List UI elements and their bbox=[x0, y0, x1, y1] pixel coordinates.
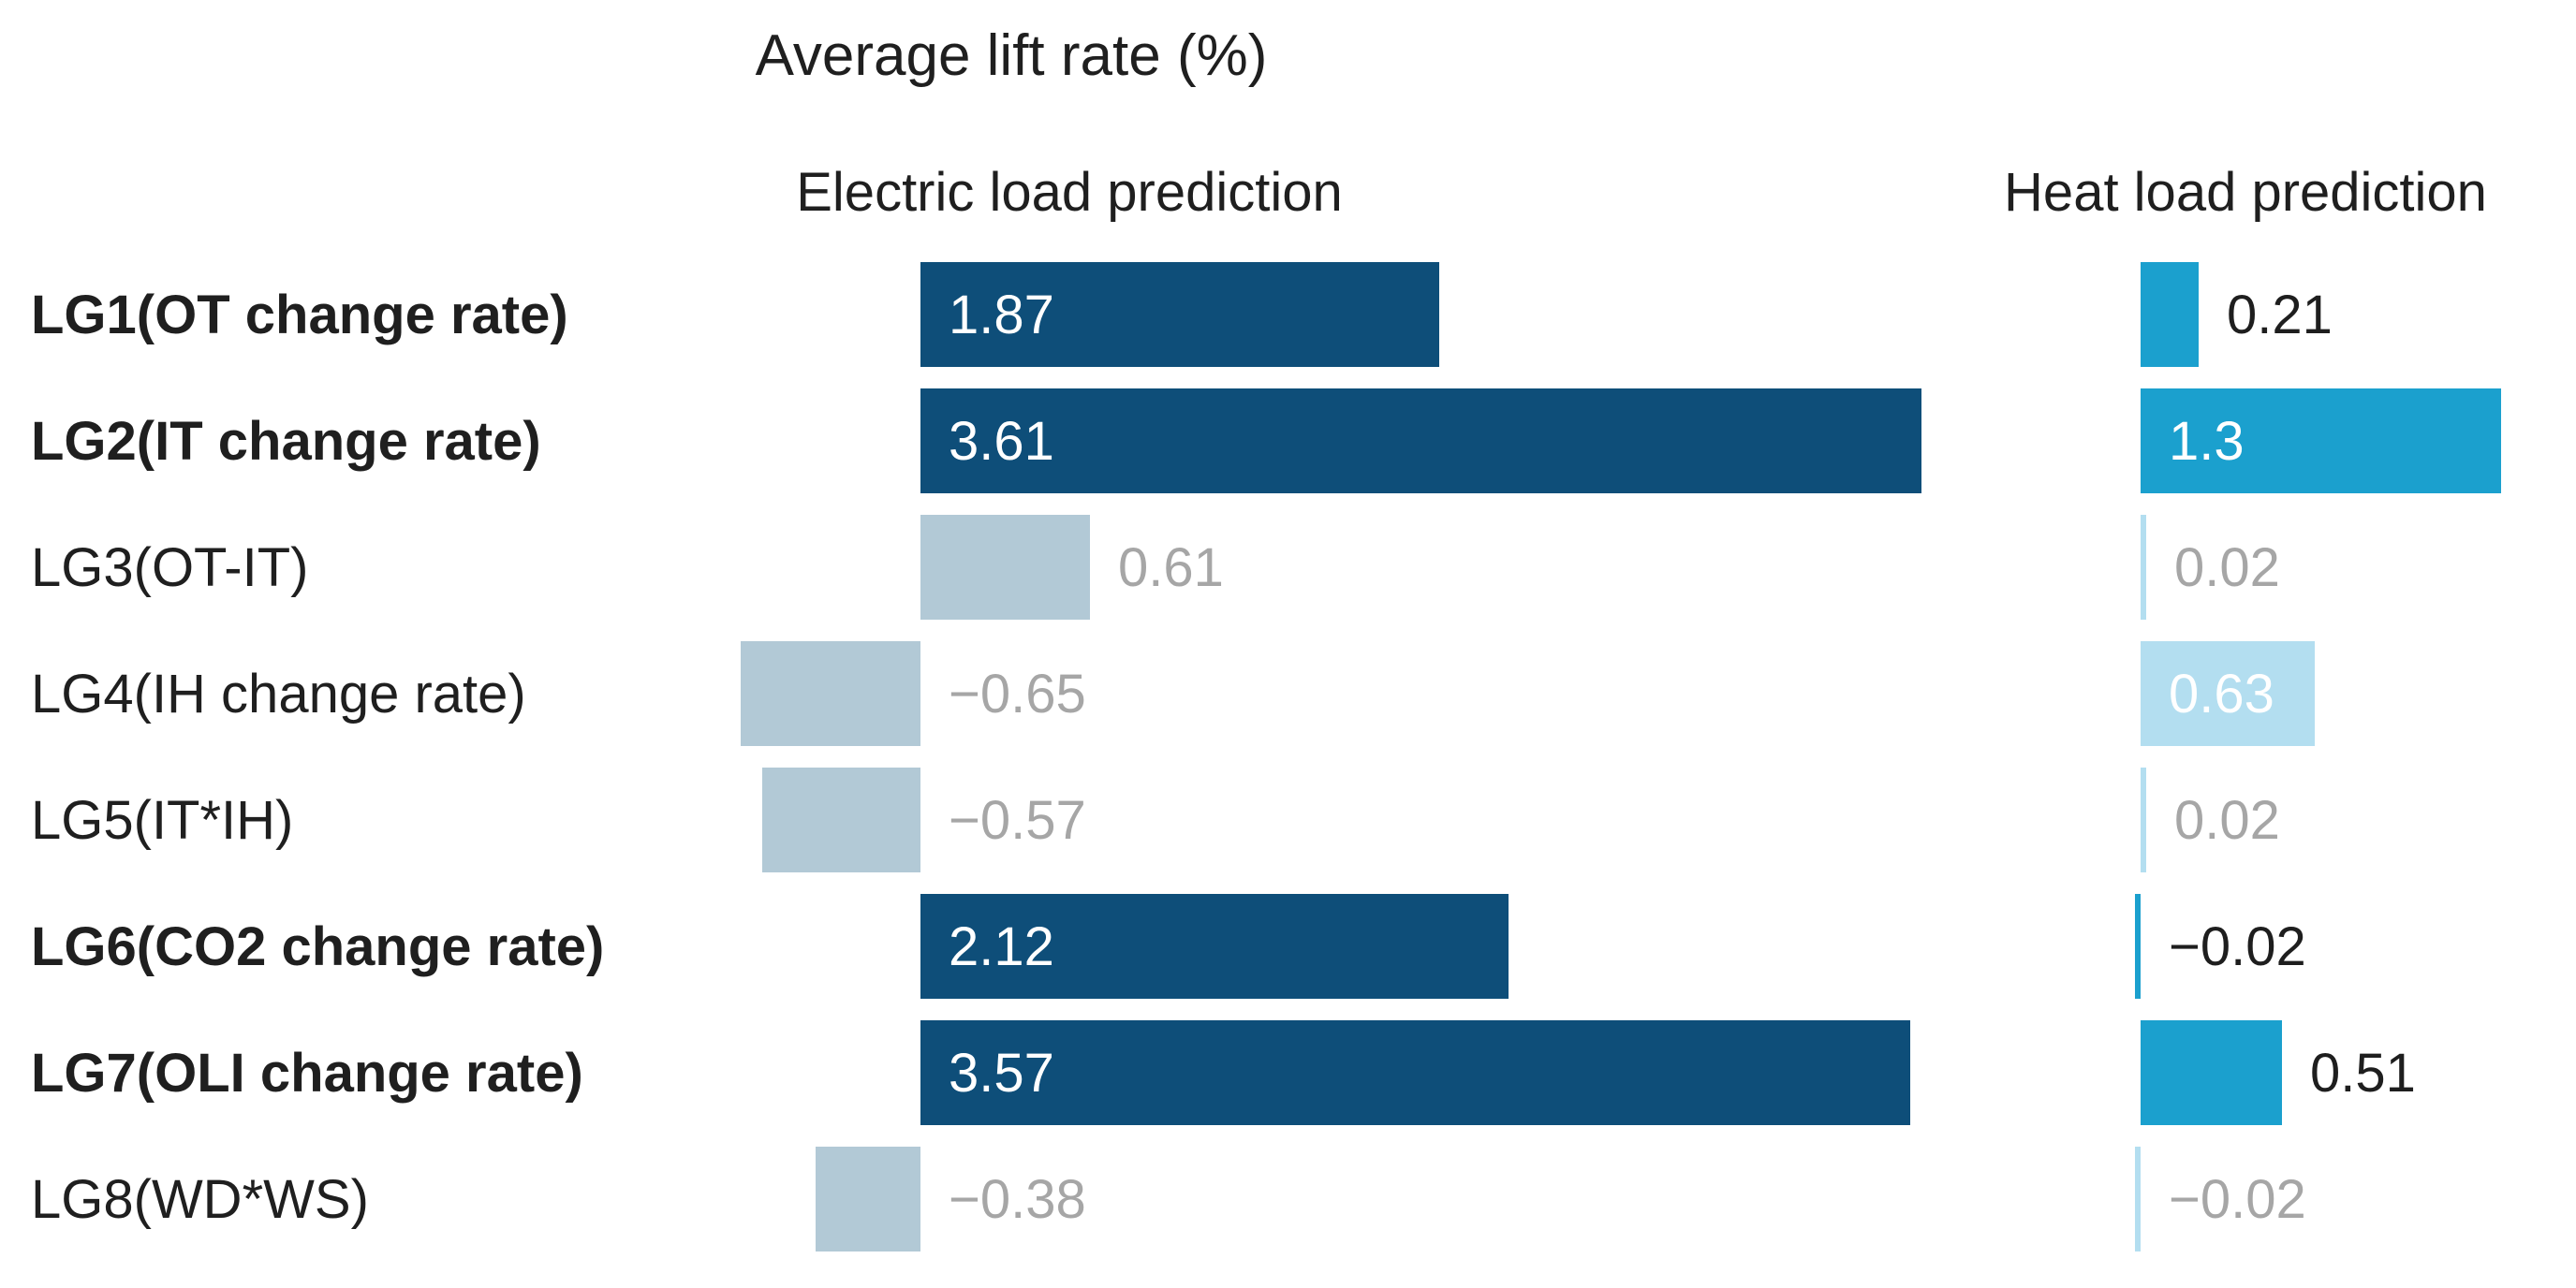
panel-header-heat: Heat load prediction bbox=[2004, 162, 2487, 223]
electric-bar bbox=[920, 1020, 1910, 1125]
heat-value-label: −0.02 bbox=[2169, 915, 2306, 977]
heat-value-label: 0.02 bbox=[2174, 536, 2280, 598]
chart-row: LG3(OT-IT) 0.61 0.02 bbox=[0, 515, 2576, 620]
electric-value-label: −0.57 bbox=[949, 789, 1086, 851]
electric-value-label: 3.61 bbox=[949, 410, 1054, 472]
electric-value-label: 0.61 bbox=[1118, 536, 1224, 598]
electric-bar bbox=[741, 641, 920, 746]
electric-value-label: 3.57 bbox=[949, 1042, 1054, 1104]
heat-value-label: 0.21 bbox=[2227, 284, 2333, 345]
electric-bar bbox=[762, 768, 920, 872]
heat-bar bbox=[2141, 1020, 2282, 1125]
heat-value-label: −0.02 bbox=[2169, 1168, 2306, 1230]
heat-value-label: 0.51 bbox=[2310, 1042, 2416, 1104]
chart-row: LG8(WD*WS) −0.38 −0.02 bbox=[0, 1147, 2576, 1251]
electric-value-label: 1.87 bbox=[949, 284, 1054, 345]
category-label: LG2(IT change rate) bbox=[31, 410, 541, 472]
chart-row: LG4(IH change rate) −0.65 0.63 bbox=[0, 641, 2576, 746]
heat-bar bbox=[2135, 894, 2141, 999]
heat-bar bbox=[2141, 515, 2146, 620]
heat-value-label: 1.3 bbox=[2169, 410, 2245, 472]
category-label: LG3(OT-IT) bbox=[31, 536, 309, 598]
chart-row: LG2(IT change rate) 3.61 1.3 bbox=[0, 388, 2576, 493]
heat-bar bbox=[2141, 641, 2315, 746]
heat-bar bbox=[2141, 262, 2199, 367]
electric-value-label: −0.38 bbox=[949, 1168, 1086, 1230]
heat-bar bbox=[2141, 768, 2146, 872]
electric-value-label: 2.12 bbox=[949, 915, 1054, 977]
category-label: LG8(WD*WS) bbox=[31, 1168, 369, 1230]
chart-row: LG5(IT*IH) −0.57 0.02 bbox=[0, 768, 2576, 872]
category-label: LG5(IT*IH) bbox=[31, 789, 294, 851]
electric-bar bbox=[816, 1147, 920, 1251]
electric-bar bbox=[920, 262, 1439, 367]
category-label: LG6(CO2 change rate) bbox=[31, 915, 605, 977]
category-label: LG7(OLI change rate) bbox=[31, 1042, 583, 1104]
electric-bar bbox=[920, 515, 1090, 620]
chart-row: LG6(CO2 change rate) 2.12 −0.02 bbox=[0, 894, 2576, 999]
chart-row: LG7(OLI change rate) 3.57 0.51 bbox=[0, 1020, 2576, 1125]
chart-row: LG1(OT change rate) 1.87 0.21 bbox=[0, 262, 2576, 367]
heat-value-label: 0.02 bbox=[2174, 789, 2280, 851]
heat-value-label: 0.63 bbox=[2169, 663, 2274, 724]
category-label: LG1(OT change rate) bbox=[31, 284, 568, 345]
electric-value-label: −0.65 bbox=[949, 663, 1086, 724]
electric-bar bbox=[920, 388, 1921, 493]
electric-bar bbox=[920, 894, 1509, 999]
chart-title: Average lift rate (%) bbox=[755, 23, 1268, 88]
heat-bar bbox=[2135, 1147, 2141, 1251]
panel-header-electric: Electric load prediction bbox=[796, 162, 1343, 223]
heat-bar bbox=[2141, 388, 2501, 493]
category-label: LG4(IH change rate) bbox=[31, 663, 526, 724]
